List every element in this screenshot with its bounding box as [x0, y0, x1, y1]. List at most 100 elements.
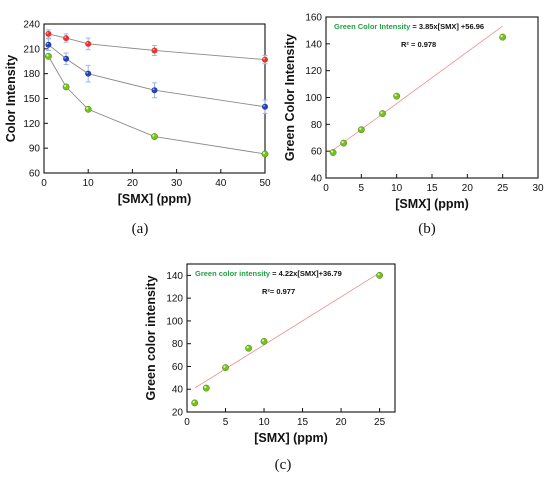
- y-tick-label: 80: [172, 339, 184, 350]
- y-tick-label: 210: [23, 44, 40, 55]
- y-tick-label: 120: [305, 66, 322, 77]
- data-point-green-highlight: [262, 151, 266, 155]
- y-tick-label: 40: [311, 174, 323, 185]
- data-point-green-highlight: [152, 134, 155, 137]
- x-tick-label: 20: [127, 178, 139, 189]
- data-point-highlight: [500, 35, 503, 38]
- data-point: [379, 110, 386, 118]
- data-point: [393, 92, 401, 100]
- y-tick-label: 100: [305, 93, 322, 104]
- x-tick-label: 10: [83, 178, 95, 189]
- data-point: [202, 384, 210, 392]
- y-tick-label: 140: [305, 39, 322, 50]
- y-axis-label: Green Color Intensity: [283, 34, 297, 161]
- x-tick-label: 25: [497, 183, 509, 194]
- x-axis-label: [SMX] (ppm): [118, 192, 192, 206]
- y-tick-label: 90: [29, 144, 41, 155]
- data-point: [357, 126, 365, 134]
- data-point-highlight: [359, 127, 362, 130]
- x-tick-label: 20: [336, 417, 348, 428]
- x-tick-label: 40: [215, 178, 227, 189]
- fit-equation: Green Color Intensity = 3.85x[SMX] +56.9…: [334, 22, 484, 31]
- plot-frame: [186, 263, 396, 413]
- y-tick-label: 120: [166, 294, 183, 305]
- data-point-highlight: [330, 150, 334, 153]
- x-axis-label: [SMX] (ppm): [254, 431, 328, 445]
- data-point-green: [45, 52, 52, 60]
- x-tick-label: 20: [462, 183, 474, 194]
- data-point-highlight: [341, 141, 344, 144]
- data-point: [222, 364, 229, 371]
- data-point-highlight: [380, 111, 383, 114]
- x-tick-label: 30: [532, 183, 544, 194]
- data-point-highlight: [152, 48, 155, 51]
- panel-caption: (c): [275, 457, 292, 473]
- r-squared: R² = 0.978: [401, 40, 436, 49]
- data-point-blue: [262, 103, 268, 110]
- y-tick-label: 160: [305, 13, 322, 24]
- data-point: [329, 149, 337, 156]
- data-point-highlight: [86, 71, 89, 74]
- y-tick-label: 60: [172, 362, 184, 373]
- data-point-blue: [63, 55, 70, 62]
- data-point-green: [62, 83, 70, 91]
- data-point-highlight: [204, 385, 207, 389]
- data-point-red: [151, 47, 158, 54]
- y-tick-label: 120: [23, 119, 40, 130]
- fit-equation: Green color intensity = 4.22x[SMX]+36.79: [195, 269, 342, 278]
- y-tick-label: 140: [166, 271, 183, 282]
- y-tick-label: 100: [166, 316, 183, 327]
- x-tick-label: 30: [171, 178, 183, 189]
- data-point-highlight: [152, 88, 155, 91]
- data-point-green: [84, 105, 92, 113]
- data-point: [499, 33, 507, 41]
- data-point-red: [45, 30, 52, 37]
- data-point-highlight: [46, 42, 49, 45]
- y-tick-label: 150: [23, 94, 40, 105]
- data-point-highlight: [261, 339, 265, 342]
- y-tick-label: 40: [172, 385, 184, 396]
- y-axis-label: Color Intensity: [4, 55, 18, 143]
- y-axis-label: Green color intensity: [144, 275, 158, 400]
- data-point: [376, 271, 383, 279]
- chart-panel-2: 0 5 10 15 20 25 20 40 60 80 100 120 140 [SMX] (ppm) Gr…: [144, 263, 396, 473]
- fit-equation-prefix: Green Color Intensity: [334, 22, 411, 31]
- y-tick-label: 80: [311, 120, 323, 131]
- x-tick-label: 50: [259, 178, 271, 189]
- x-tick-label: 5: [223, 417, 229, 428]
- data-point-highlight: [223, 365, 226, 368]
- y-tick-label: 60: [311, 147, 323, 158]
- y-tick-label: 20: [172, 408, 184, 419]
- data-point-highlight: [64, 36, 67, 39]
- x-tick-label: 15: [297, 417, 309, 428]
- data-point-green-highlight: [46, 54, 49, 57]
- x-tick-label: 0: [41, 178, 47, 189]
- data-point-red: [63, 35, 70, 42]
- data-point-highlight: [394, 94, 397, 97]
- x-axis-label: [SMX] (ppm): [395, 197, 469, 211]
- data-point-highlight: [246, 346, 249, 349]
- data-point-red: [262, 56, 268, 63]
- data-point: [340, 139, 348, 147]
- x-tick-label: 15: [426, 183, 438, 194]
- data-point-highlight: [64, 56, 67, 59]
- chart-panel-1: 0 5 10 15 20 25 30 40 60 80 100 120 140 160 [SMX] (ppm…: [283, 13, 544, 238]
- panel-caption: (b): [418, 221, 436, 237]
- y-tick-label: 240: [23, 20, 40, 31]
- data-point: [245, 344, 253, 352]
- data-point-green: [151, 133, 158, 140]
- series-line-green: [48, 56, 266, 155]
- data-point-highlight: [377, 273, 380, 276]
- data-point-blue: [45, 41, 52, 48]
- x-tick-label: 10: [391, 183, 403, 194]
- x-tick-label: 0: [184, 417, 190, 428]
- data-point-blue: [151, 87, 158, 94]
- y-tick-label: 60: [29, 169, 41, 180]
- data-point: [260, 338, 268, 345]
- panel-caption: (a): [132, 221, 149, 237]
- data-point: [191, 399, 199, 407]
- y-tick-label: 180: [23, 69, 40, 80]
- chart-panel-0: 0 10 20 30 40 50 60 90 120 150 180 210 240 [SMX] (ppm…: [4, 20, 271, 238]
- data-point-highlight: [86, 42, 89, 44]
